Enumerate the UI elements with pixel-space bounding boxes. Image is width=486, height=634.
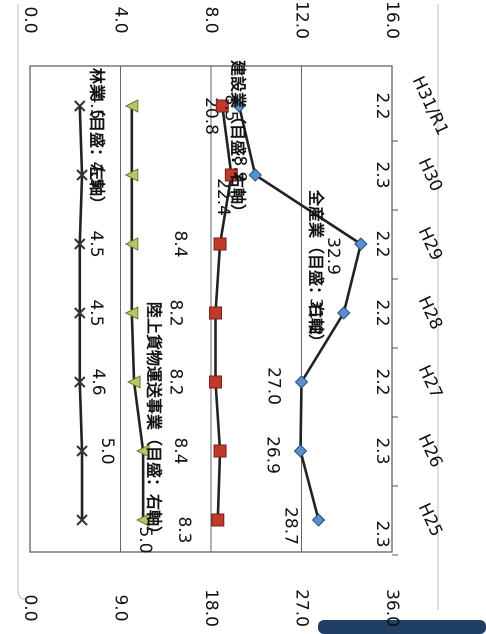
category-label: H29	[414, 224, 447, 264]
data-point-x	[74, 100, 86, 112]
data-label: 4.6	[88, 368, 108, 395]
data-label: 4.5	[86, 299, 106, 326]
data-point-triangle	[136, 513, 150, 527]
panel-frame	[17, 4, 439, 610]
data-point-triangle	[126, 375, 141, 389]
data-point-triangle	[124, 99, 139, 113]
data-label: 5.0	[97, 437, 117, 464]
category-label: H31/R1	[408, 73, 453, 138]
data-label: 2.3	[372, 520, 392, 547]
data-point-square	[213, 237, 227, 251]
data-point-diamond	[311, 513, 326, 527]
data-point-square	[209, 306, 223, 320]
left-axis-tick-label: 18.0	[201, 589, 221, 627]
data-point-diamond	[293, 444, 308, 458]
data-point-x	[76, 169, 88, 181]
data-label: 2.2	[372, 299, 392, 326]
data-point-triangle	[124, 306, 139, 320]
left-axis-tick-label: 0.0	[20, 594, 40, 621]
data-label: 2.2	[372, 92, 392, 119]
data-point-diamond	[248, 168, 262, 182]
right-axis-tick-label: 16.0	[382, 1, 402, 39]
data-point-diamond	[337, 306, 351, 320]
data-label: 5.0	[135, 526, 155, 553]
data-label: 4.5	[86, 92, 106, 119]
plot-area: 0.0 0.0 9.0 4.0 18.0 8.0 27.0 12.0 36.0 16.0 H25 H2…	[20, 1, 452, 627]
right-axis-tick-label: 0.0	[20, 6, 40, 33]
footer-strip	[318, 620, 486, 634]
data-point-square	[211, 513, 225, 527]
data-point-diamond	[354, 237, 368, 251]
data-label: 8.4	[170, 437, 190, 464]
data-point-diamond	[294, 375, 309, 389]
category-label: H30	[414, 155, 447, 195]
data-point-x	[74, 376, 86, 388]
right-axis-tick-label: 8.0	[201, 6, 221, 33]
data-label: 27.0	[264, 367, 284, 405]
data-point-x	[76, 514, 88, 526]
data-label: 8.5	[220, 94, 240, 121]
right-axis-tick-label: 12.0	[292, 1, 312, 39]
left-axis-tick-label: 27.0	[292, 589, 312, 627]
data-point-triangle	[136, 444, 150, 458]
data-point-square	[209, 375, 223, 389]
series-label-forestry: 林業（目盛：左軸）	[88, 68, 107, 212]
data-label: 2.2	[372, 368, 392, 395]
data-point-square	[215, 99, 229, 113]
data-label: 4.5	[86, 161, 106, 188]
data-label: 31.2	[306, 298, 326, 336]
left-axis-tick-label: 36.0	[382, 589, 402, 627]
category-label: H26	[414, 431, 447, 471]
right-axis-tick-label: 4.0	[111, 6, 131, 33]
category-label: H25	[414, 500, 447, 540]
data-point-diamond	[232, 99, 246, 113]
series-label-land-freight: 陸上貨物運送事業（目盛：右軸）	[145, 302, 164, 542]
data-point-square	[224, 168, 238, 182]
left-axis-tick-label: 9.0	[111, 594, 131, 621]
data-label: 2.3	[372, 437, 392, 464]
data-label: 28.7	[281, 507, 301, 545]
data-point-triangle	[124, 237, 139, 251]
data-label: 32.9	[323, 237, 343, 275]
data-label: 2.2	[372, 230, 392, 257]
data-point-x	[74, 238, 86, 250]
data-label: 8.2	[166, 368, 186, 395]
data-point-x	[74, 307, 86, 319]
data-label: 8.3	[174, 516, 194, 543]
data-point-triangle	[124, 168, 139, 182]
data-point-square	[213, 444, 227, 458]
data-label: 4.5	[86, 230, 106, 257]
data-label: 2.3	[372, 161, 392, 188]
category-label: H28	[414, 293, 447, 333]
data-label: 8.2	[166, 299, 186, 326]
category-label: H27	[414, 362, 447, 402]
data-label: 26.9	[262, 436, 282, 474]
series-label-all-industries: 全産業（目盛：右軸）	[307, 189, 326, 350]
series-label-construction: 建設業（目盛：右軸）	[229, 60, 248, 220]
data-label: 8.9	[229, 155, 249, 182]
data-point-x	[76, 445, 88, 457]
data-label: 8.4	[170, 230, 190, 257]
